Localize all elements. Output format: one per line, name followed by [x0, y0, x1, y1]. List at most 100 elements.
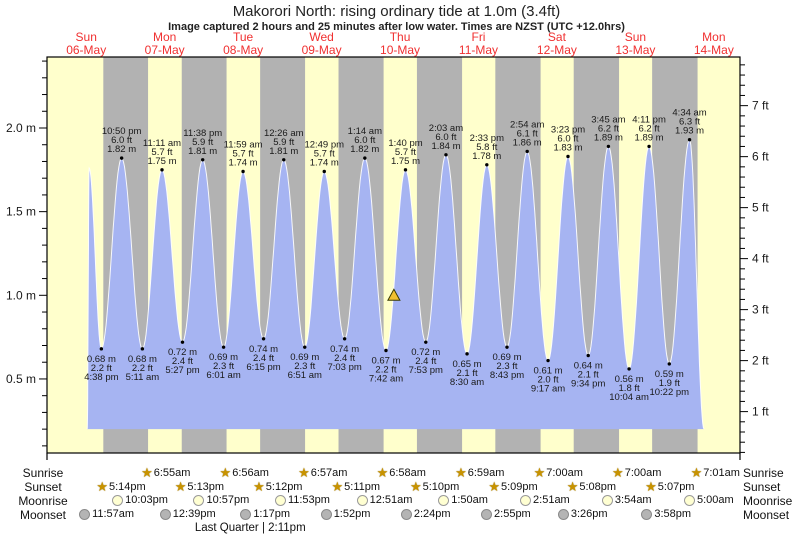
low-tide-time: 7:03 pm: [327, 362, 361, 373]
low-tide-feet: 1.9 ft: [659, 378, 680, 389]
low-tide-meters: 0.64 m: [574, 361, 603, 372]
low-tide-time: 4:38 pm: [84, 372, 118, 383]
low-tide-meters: 0.56 m: [615, 374, 644, 385]
low-tide-meters: 0.67 m: [371, 356, 400, 367]
high-tide-feet: 6.0 ft: [111, 135, 132, 146]
left-axis-label: 2.0 m: [6, 121, 36, 135]
high-tide-feet: 6.0 ft: [435, 132, 456, 143]
low-tide-feet: 2.4 ft: [415, 356, 436, 367]
high-tide-feet: 5.7 ft: [314, 148, 335, 159]
high-tide-dot: [241, 169, 245, 174]
page-title: Makorori North: rising ordinary tide at …: [232, 3, 561, 20]
low-tide-time: 5:11 am: [126, 372, 160, 383]
high-tide-feet: 6.0 ft: [557, 133, 578, 144]
day-date-label: 10-May: [380, 43, 420, 57]
low-tide-time: 6:51 am: [288, 370, 322, 381]
high-tide-meters: 1.89 m: [594, 132, 623, 143]
low-tide-dot: [667, 362, 671, 366]
high-tide-feet: 6.2 ft: [638, 123, 659, 134]
day-name-label: Sat: [548, 30, 567, 44]
high-tide-time: 1:40 pm: [388, 138, 422, 149]
low-tide-feet: 2.0 ft: [537, 375, 558, 386]
left-axis-label: 0.5 m: [6, 372, 36, 386]
low-tide-meters: 0.74 m: [249, 344, 278, 355]
high-tide-meters: 1.89 m: [635, 132, 664, 143]
low-tide-feet: 2.3 ft: [496, 361, 517, 372]
high-tide-time: 3:23 pm: [551, 124, 585, 135]
high-tide-meters: 1.74 m: [229, 157, 258, 168]
low-tide-meters: 0.72 m: [411, 347, 440, 358]
high-tide-time: 12:49 pm: [304, 139, 344, 150]
low-tide-feet: 2.2 ft: [132, 363, 153, 374]
low-tide-time: 8:30 am: [450, 377, 484, 388]
page-subtitle: Image captured 2 hours and 25 minutes af…: [168, 21, 625, 33]
low-tide-feet: 1.8 ft: [619, 383, 640, 394]
high-tide-dot: [119, 156, 124, 160]
low-tide-time: 5:27 pm: [165, 365, 199, 376]
high-tide-feet: 5.7 ft: [233, 148, 254, 159]
day-date-label: 14-May: [694, 43, 734, 57]
high-tide-dot: [200, 158, 205, 162]
low-tide-meters: 0.61 m: [534, 366, 563, 377]
high-tide-feet: 6.0 ft: [354, 135, 375, 146]
low-tide-feet: 2.4 ft: [253, 353, 274, 364]
day-date-label: 08-May: [223, 43, 263, 57]
low-tide-dot: [424, 340, 428, 344]
high-tide-meters: 1.83 m: [553, 142, 582, 153]
low-tide-meters: 0.69 m: [492, 352, 521, 363]
right-axis-label: 2 ft: [752, 354, 769, 368]
low-tide-time: 7:42 am: [369, 374, 403, 385]
high-tide-dot: [403, 168, 408, 172]
high-tide-time: 2:03 am: [429, 123, 463, 134]
low-tide-feet: 2.3 ft: [213, 361, 234, 372]
high-tide-meters: 1.75 m: [147, 156, 176, 167]
high-tide-feet: 6.2 ft: [598, 123, 619, 134]
high-tide-time: 3:45 am: [591, 114, 625, 125]
high-tide-meters: 1.78 m: [472, 151, 501, 162]
low-tide-time: 10:22 pm: [649, 387, 689, 398]
low-tide-dot: [140, 347, 145, 351]
low-tide-time: 8:43 pm: [490, 370, 524, 381]
low-tide-meters: 0.59 m: [655, 369, 684, 380]
high-tide-dot: [160, 168, 164, 172]
low-tide-feet: 2.2 ft: [375, 365, 396, 376]
low-tide-meters: 0.65 m: [453, 359, 482, 370]
high-tide-dot: [363, 156, 367, 160]
low-tide-meters: 0.69 m: [290, 352, 319, 363]
low-tide-meters: 0.68 m: [128, 354, 157, 365]
high-tide-dot: [485, 163, 489, 167]
plot-frame: [46, 56, 741, 454]
low-tide-dot: [99, 347, 104, 351]
high-tide-dot: [282, 158, 286, 162]
low-tide-meters: 0.69 m: [209, 352, 238, 363]
low-tide-feet: 2.1 ft: [456, 368, 477, 379]
low-tide-dot: [180, 340, 185, 344]
low-tide-dot: [627, 367, 631, 371]
low-tide-time: 9:17 am: [531, 384, 565, 395]
high-tide-dot: [322, 169, 326, 174]
day-name-label: Sun: [76, 30, 97, 44]
low-tide-dot: [342, 337, 347, 341]
low-tide-meters: 0.72 m: [168, 347, 197, 358]
day-date-label: 09-May: [302, 43, 342, 57]
day-name-label: Wed: [309, 30, 333, 44]
high-tide-meters: 1.81 m: [188, 146, 217, 157]
high-tide-time: 2:54 am: [510, 119, 544, 130]
low-tide-dot: [546, 358, 550, 363]
right-axis-label: 7 ft: [752, 99, 769, 113]
high-tide-time: 11:38 pm: [183, 128, 222, 139]
high-tide-meters: 1.82 m: [107, 144, 136, 155]
day-name-label: Tue: [233, 30, 254, 44]
high-tide-time: 1:14 am: [348, 126, 382, 137]
low-tide-time: 10:04 am: [609, 392, 649, 403]
low-tide-dot: [586, 353, 590, 358]
high-tide-time: 10:50 pm: [102, 126, 142, 137]
day-name-label: Sun: [625, 30, 646, 44]
low-tide-dot: [465, 352, 469, 356]
day-date-label: 12-May: [537, 43, 577, 57]
day-date-label: 07-May: [145, 43, 185, 57]
right-axis-label: 6 ft: [752, 150, 769, 164]
high-tide-meters: 1.86 m: [513, 137, 542, 148]
right-axis-label: 1 ft: [752, 405, 769, 419]
